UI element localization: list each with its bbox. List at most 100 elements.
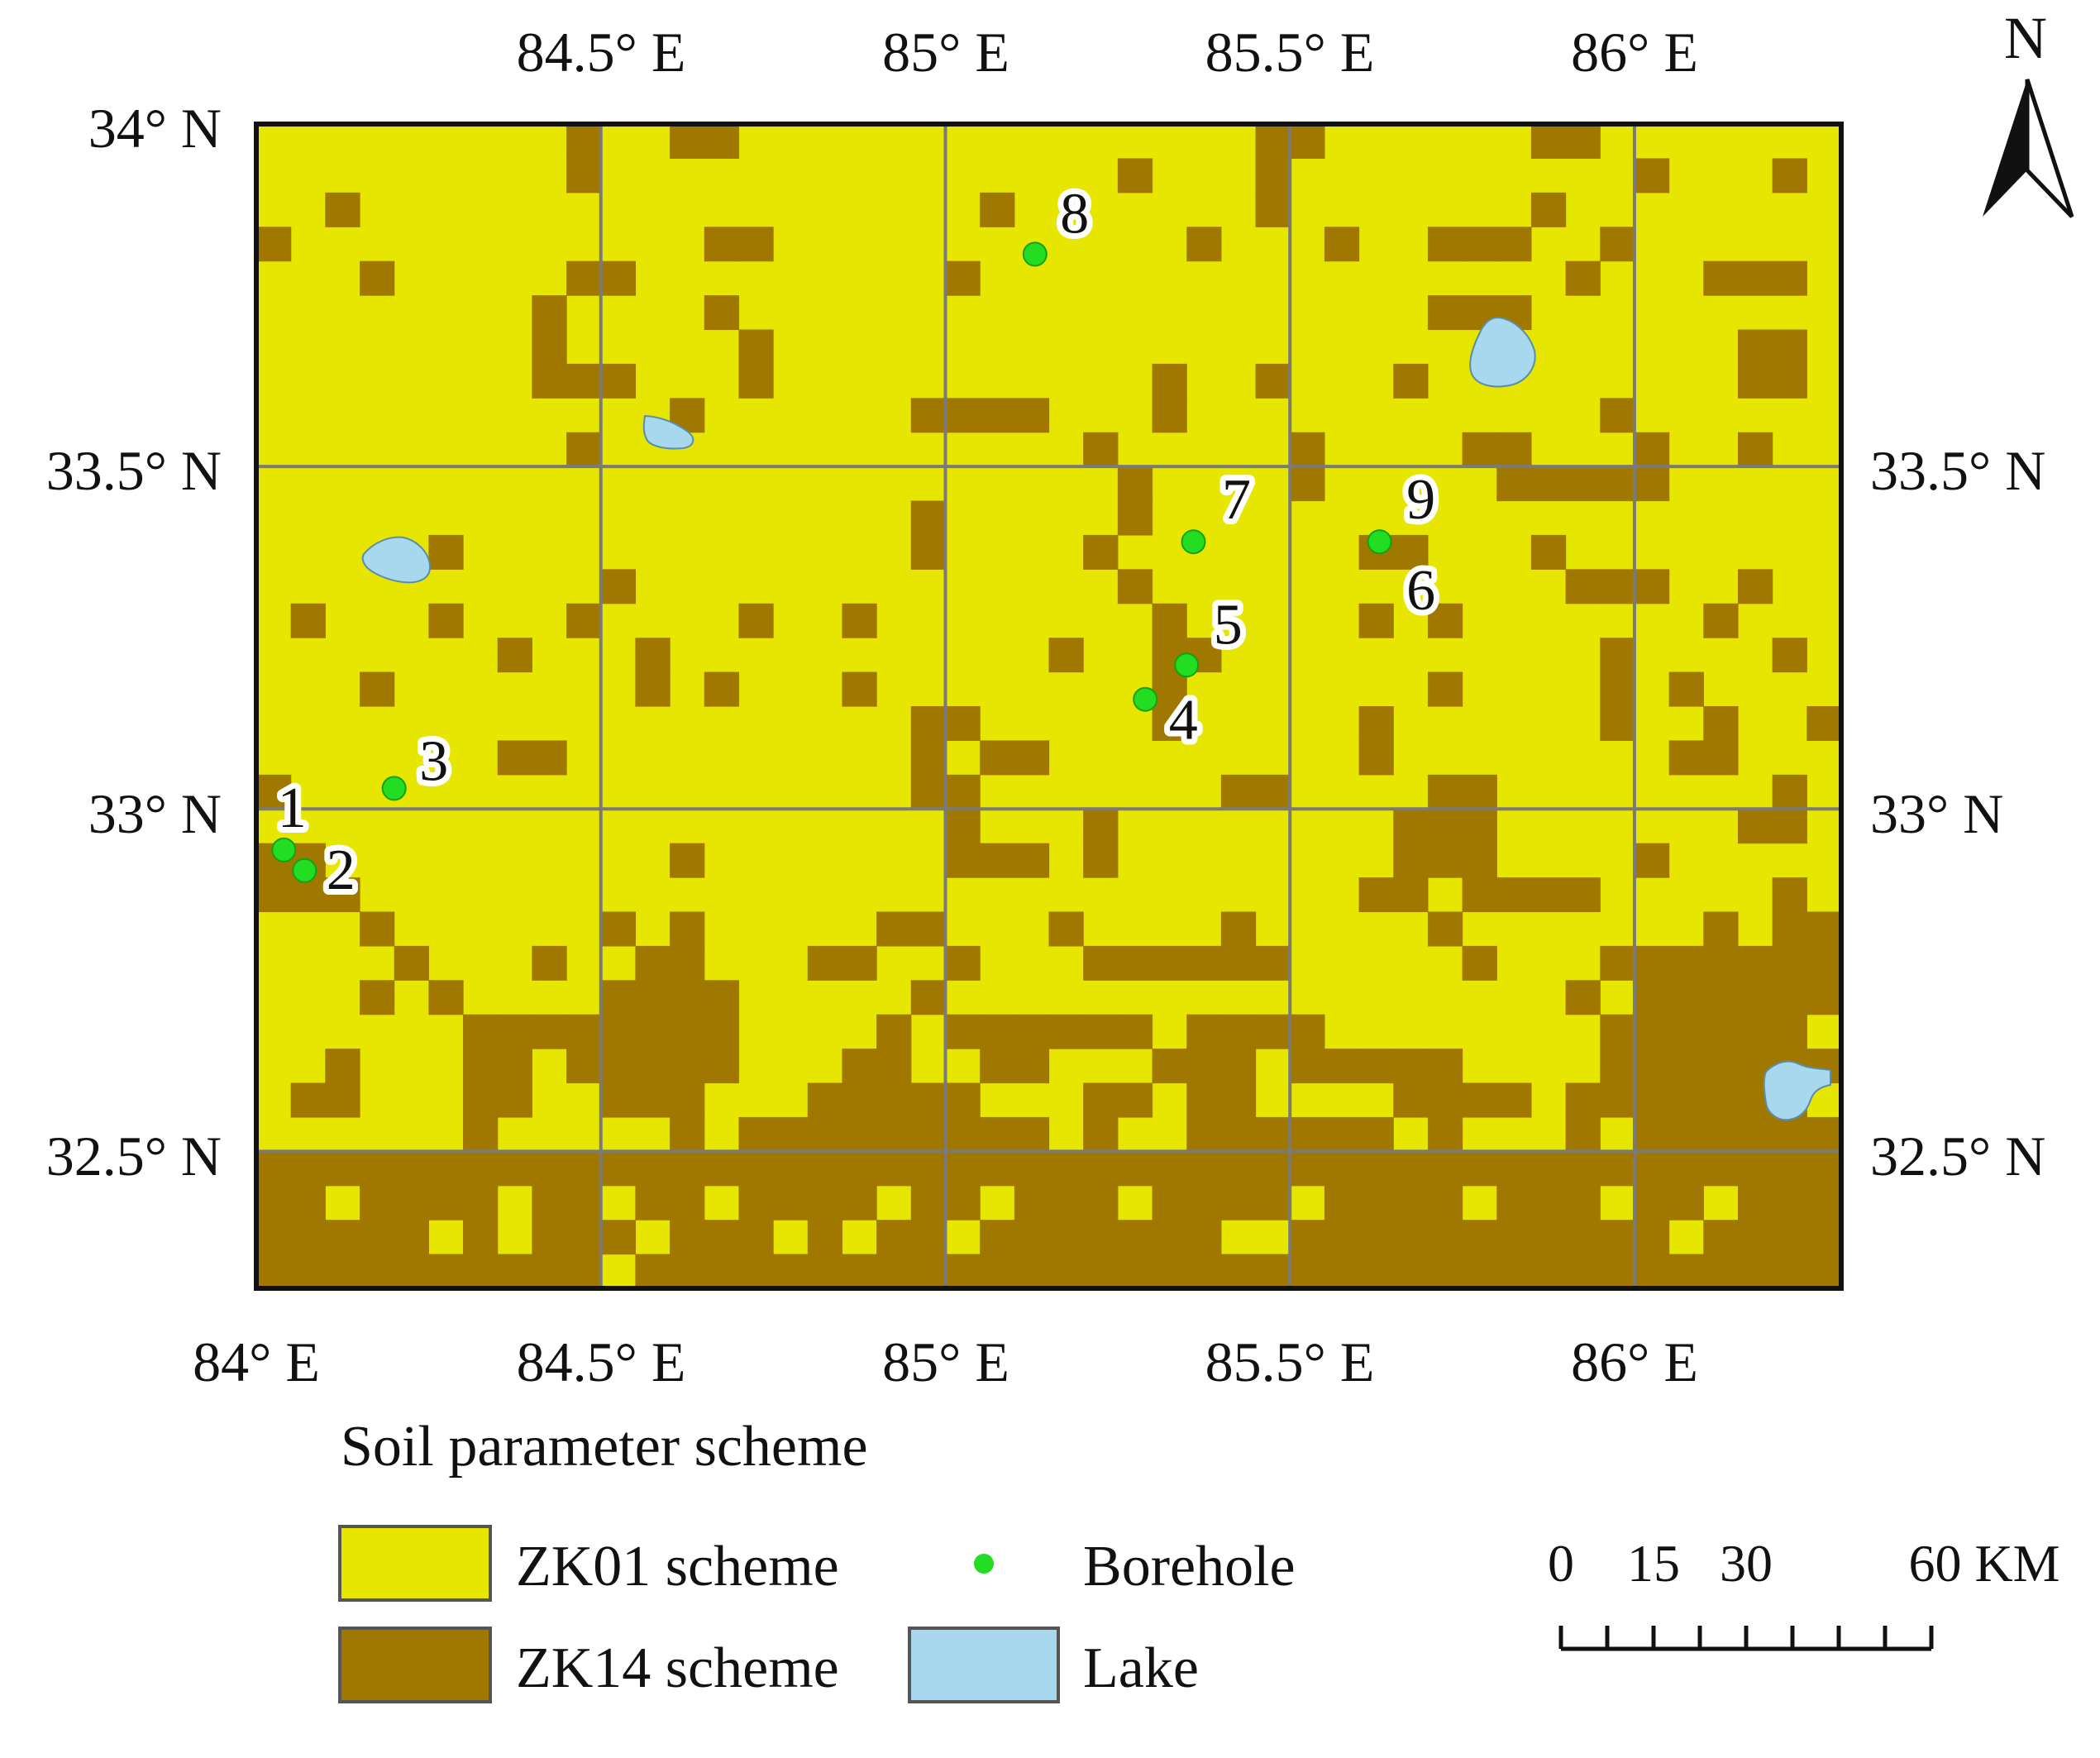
zk14-cell — [1737, 363, 1773, 399]
zk14-cell — [635, 1014, 671, 1049]
zk14-cell — [1358, 1116, 1394, 1152]
zk14-cell — [1806, 945, 1842, 981]
zk14-cell — [980, 1151, 1015, 1187]
zk14-cell — [532, 1014, 567, 1049]
zk14-cell — [980, 1254, 1015, 1289]
zk14-cell — [670, 1116, 705, 1152]
zk14-cell — [566, 1049, 602, 1084]
bottom-lon-label: 84° E — [193, 1330, 320, 1393]
zk14-cell — [360, 911, 395, 947]
zk14-cell — [1358, 1254, 1394, 1289]
zk14-cell — [1703, 911, 1739, 947]
zk14-cell — [1565, 1116, 1601, 1152]
top-lon-label: 86° E — [1571, 21, 1698, 84]
zk14-cell — [1427, 1185, 1463, 1221]
zk14-cell — [842, 945, 877, 981]
zk14-cell — [1703, 980, 1739, 1015]
zk14-cell — [1358, 1049, 1394, 1084]
zk14-cell — [1530, 1151, 1567, 1187]
zk14-cell — [1255, 1014, 1291, 1049]
zk14-cell — [1358, 1151, 1394, 1187]
left-lat-label: 33.5° N — [46, 439, 222, 502]
zk14-cell — [1048, 911, 1084, 947]
zk14-cell — [1462, 1254, 1497, 1289]
zk14-cell — [910, 1220, 947, 1255]
zk14-cell — [497, 638, 532, 673]
zk14-cell — [1048, 638, 1084, 673]
zk14-cell — [1565, 569, 1601, 604]
zk14-cell — [1737, 329, 1773, 365]
zk14-cell — [1496, 1220, 1532, 1255]
zk14-cell — [1083, 534, 1119, 570]
zk14-cell — [1427, 809, 1463, 844]
zk14-cell — [1772, 638, 1807, 673]
zk14-cell — [910, 740, 947, 776]
legend-borehole-symbol — [974, 1554, 994, 1574]
borehole-label: 3 — [419, 729, 448, 793]
zk14-cell — [600, 980, 637, 1015]
zk14-cell — [566, 432, 602, 467]
zk14-cell — [290, 603, 326, 638]
zk14-cell — [1255, 945, 1291, 981]
zk14-cell — [1358, 706, 1394, 742]
graticule — [256, 124, 1841, 1288]
zk14-cell — [1703, 1049, 1739, 1084]
borehole-marker — [1181, 529, 1206, 555]
lakes — [361, 316, 1831, 1121]
zk14-cell — [463, 1151, 499, 1187]
zk14-cell — [1014, 1049, 1050, 1084]
zk14-cell — [1152, 1049, 1187, 1084]
zk14-cell — [1772, 1220, 1807, 1255]
right-latitude-labels: 33.5° N 33° N 32.5° N — [1870, 439, 2045, 1187]
zk14-cell — [1496, 1151, 1532, 1187]
zk14-cell — [600, 569, 637, 604]
zk14-cell — [600, 1049, 637, 1084]
zk14-cell — [1703, 1082, 1739, 1118]
zk14-cell — [1462, 809, 1497, 844]
zk14-cell — [1772, 877, 1807, 913]
zk14-cell — [1634, 980, 1670, 1015]
borehole-marker — [1367, 529, 1392, 555]
zk14-cell — [1358, 1185, 1394, 1221]
zk14-cell — [1152, 706, 1187, 742]
zk14-cell — [1393, 1185, 1429, 1221]
zk14-cell — [1462, 1082, 1497, 1118]
zk14-cell — [1324, 1185, 1360, 1221]
zk14-cell — [980, 1220, 1015, 1255]
zk14-cell — [980, 192, 1015, 227]
zk14-cell — [1083, 945, 1119, 981]
zk14-cell — [532, 363, 567, 399]
zk14-cell — [1737, 1254, 1773, 1289]
zk14-cell — [1358, 603, 1394, 638]
zk14-cell — [1496, 432, 1532, 467]
bottom-lon-label: 85° E — [882, 1330, 1009, 1393]
zk14-cell — [360, 1254, 395, 1289]
zk14-cell — [1772, 1014, 1807, 1049]
zk14-cell — [1255, 363, 1291, 399]
zk14-cell — [1565, 1151, 1601, 1187]
borehole-label: 5 — [1214, 593, 1243, 657]
borehole-marker — [271, 837, 297, 862]
zk14-cell — [1014, 1254, 1050, 1289]
zk14-cell — [497, 1151, 532, 1187]
zk14-cell — [635, 1049, 671, 1084]
zk14-cell — [1427, 295, 1463, 331]
legend-lake-swatch — [908, 1627, 1060, 1703]
zk14-cell — [463, 1082, 499, 1118]
zk14-cell — [1806, 706, 1842, 742]
zk14-cell — [532, 945, 567, 981]
zk14-cell — [1152, 398, 1187, 433]
zk14-cell — [566, 1185, 602, 1221]
zk14-cell — [910, 980, 947, 1015]
zk14-cell — [1220, 911, 1257, 947]
legend: Soil parameter scheme ZK01 scheme ZK14 s… — [338, 1415, 1296, 1703]
zk14-cell — [1668, 1116, 1704, 1152]
zk14-cell — [1634, 466, 1670, 502]
top-lon-label: 85.5° E — [1205, 21, 1375, 84]
zk14-cell — [1565, 1220, 1601, 1255]
boreholes: 123 45 6 7 8 9 — [271, 176, 1441, 908]
zk14-cell — [600, 363, 637, 399]
zk14-cell — [945, 1185, 981, 1221]
zk14-cell — [945, 1082, 981, 1118]
zk14-cell — [1290, 124, 1325, 160]
